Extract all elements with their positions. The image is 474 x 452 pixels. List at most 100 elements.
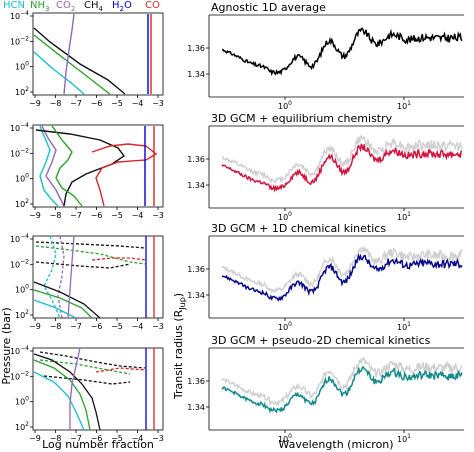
pressure-tick-label: 100	[15, 61, 29, 72]
reference-spectrum	[221, 134, 463, 184]
abundance-tick-label: −4	[132, 434, 144, 443]
pressure-axis-ticks-1: 10−4 10−2 100 102	[10, 10, 33, 97]
pressure-tick-label: 102	[15, 86, 29, 97]
abundance-axis-ticks-2: −9 −8 −7 −6 −5 −4 −3	[29, 207, 164, 220]
abundance-tick-label: −9	[29, 99, 41, 108]
right-y-axis-label: Transit radius (RJup)	[172, 293, 187, 400]
abundance-profiles-1	[33, 13, 152, 95]
wavelength-tick-label: 101	[397, 433, 411, 444]
abundance-axis-ticks-4: −9 −8 −7 −6 −5 −4 −3	[29, 430, 164, 443]
legend-co: CO	[145, 0, 160, 11]
pressure-tick-label: 100	[15, 173, 29, 184]
pressure-axis-ticks-3: 10−4 10−2 100 102	[10, 233, 33, 320]
legend-ch4: CH4	[84, 0, 104, 13]
pressure-axis-ticks-4: 10−4 10−2 100 102	[10, 345, 33, 432]
abundance-tick-label: −7	[70, 99, 82, 108]
left-x-axis-label: Log number fraction	[42, 438, 154, 451]
pressure-tick-label: 10−2	[10, 147, 29, 158]
radius-axis-ticks-4: 1.36 1.34	[187, 377, 209, 412]
abundance-tick-label: −4	[132, 211, 144, 220]
abundance-tick-label: −4	[132, 322, 144, 331]
abundance-panel-3: 10−4 10−2 100 102 −9 −8 −7 −6 −5 −4 −3	[10, 233, 164, 331]
abundance-panel-2: 10−4 10−2 100 102 −9 −8 −7 −6 −5 −4 −3	[10, 122, 164, 220]
abundance-profiles-4	[33, 347, 155, 431]
abundance-tick-label: −7	[70, 322, 82, 331]
abundance-tick-label: −9	[29, 322, 41, 331]
pressure-tick-label: 10−4	[10, 233, 29, 244]
abundance-tick-label: −5	[111, 99, 123, 108]
radius-tick-label: 1.36	[187, 265, 205, 274]
pressure-axis-ticks-2: 10−4 10−2 100 102	[10, 122, 33, 209]
legend-nh3: NH3	[30, 0, 49, 13]
radius-tick-label: 1.36	[187, 44, 205, 53]
abundance-tick-label: −6	[91, 434, 103, 443]
abundance-tick-label: −9	[29, 211, 41, 220]
spectrum-panel-1-title: Agnostic 1D average	[211, 1, 326, 14]
abundance-tick-label: −5	[111, 434, 123, 443]
reference-spectrum	[221, 245, 463, 294]
abundance-panel-1: 10−4 10−2 100 102 −9 −8 −7 −6 −5 −4 −3	[10, 10, 164, 108]
abundance-tick-label: −7	[70, 434, 82, 443]
pressure-tick-label: 10−2	[10, 258, 29, 269]
abundance-tick-label: −3	[152, 322, 164, 331]
legend-co2: CO2	[56, 0, 75, 13]
wavelength-tick-label: 100	[278, 211, 292, 222]
spectrum-3	[221, 245, 463, 302]
pressure-tick-label: 10−2	[10, 370, 29, 381]
model-spectrum	[221, 143, 463, 193]
wavelength-tick-label: 101	[397, 100, 411, 111]
abundance-profiles-3	[33, 235, 155, 319]
wavelength-axis-ticks-4: 100 101	[278, 430, 411, 444]
abundance-tick-label: −7	[70, 211, 82, 220]
spectrum-panel-4: 3D GCM + pseudo-2D chemical kinetics 1.3…	[187, 334, 464, 444]
model-spectrum	[221, 27, 463, 77]
abundance-tick-label: −5	[111, 322, 123, 331]
right-x-axis-label: Wavelength (micron)	[278, 438, 393, 451]
pressure-tick-label: 102	[15, 309, 29, 320]
spectrum-panel-4-title: 3D GCM + pseudo-2D chemical kinetics	[211, 334, 431, 347]
spectrum-2	[221, 134, 463, 193]
radius-tick-label: 1.36	[187, 155, 205, 164]
abundance-tick-label: −6	[91, 322, 103, 331]
legend-hcn: HCN	[3, 0, 25, 11]
radius-tick-label: 1.34	[187, 291, 205, 300]
wavelength-tick-label: 100	[278, 433, 292, 444]
pressure-tick-label: 10−4	[10, 10, 29, 21]
abundance-tick-label: −8	[50, 322, 62, 331]
spectrum-panel-1: Agnostic 1D average 1.36 1.34 100 101	[187, 1, 464, 111]
abundance-tick-label: −9	[29, 434, 41, 443]
pressure-tick-label: 102	[15, 421, 29, 432]
model-spectrum	[221, 365, 463, 414]
wavelength-axis-ticks-3: 100 101	[278, 318, 411, 332]
spectrum-panel-2-title: 3D GCM + equilibrium chemistry	[211, 112, 393, 125]
model-spectrum	[221, 253, 463, 302]
wavelength-axis-ticks-2: 100 101	[278, 208, 411, 222]
abundance-axis-ticks-3: −9 −8 −7 −6 −5 −4 −3	[29, 318, 164, 331]
abundance-tick-label: −6	[91, 99, 103, 108]
species-legend: HCN NH3 CO2 CH4 H2O CO	[3, 0, 160, 13]
abundance-tick-label: −3	[152, 99, 164, 108]
left-y-axis-label: Pressure (bar)	[0, 307, 13, 384]
radius-tick-label: 1.34	[187, 70, 205, 79]
pressure-tick-label: 102	[15, 198, 29, 209]
abundance-profiles-2	[35, 125, 158, 207]
abundance-tick-label: −8	[50, 434, 62, 443]
spectrum-panel-3-title: 3D GCM + 1D chemical kinetics	[211, 222, 386, 235]
radius-tick-label: 1.34	[187, 403, 205, 412]
abundance-panel-4: 10−4 10−2 100 102 −9 −8 −7 −6 −5 −4 −3	[10, 345, 164, 443]
legend-h2o: H2O	[112, 0, 132, 13]
pressure-tick-label: 100	[15, 396, 29, 407]
spectrum-panel-2: 3D GCM + equilibrium chemistry 1.361.34 …	[187, 112, 464, 222]
pressure-tick-label: 10−4	[10, 122, 29, 133]
radius-tick-label: 1.36	[187, 377, 205, 386]
radius-axis-ticks-2: 1.36 1.34	[187, 155, 209, 190]
radius-tick-label: 1.34	[187, 181, 205, 190]
abundance-axis-ticks-1: −9 −8 −7 −6 −5 −4 −3	[29, 95, 164, 108]
radius-axis-ticks-3: 1.36 1.34	[187, 265, 209, 300]
wavelength-tick-label: 100	[278, 321, 292, 332]
abundance-tick-label: −8	[50, 99, 62, 108]
wavelength-axis-ticks-1: 100 101	[278, 97, 411, 111]
pressure-tick-label: 10−4	[10, 345, 29, 356]
abundance-tick-label: −3	[152, 434, 164, 443]
